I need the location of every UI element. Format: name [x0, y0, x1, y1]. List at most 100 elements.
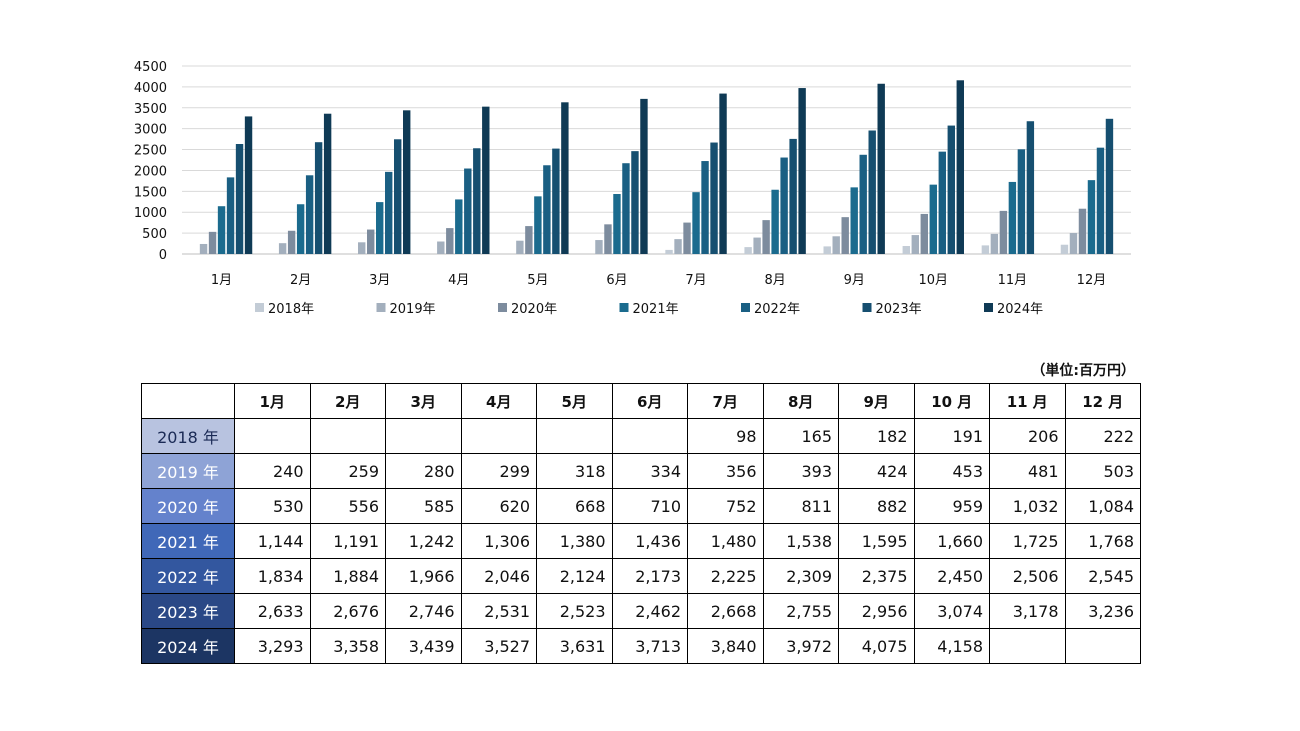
- y-tick-label: 0: [159, 248, 167, 263]
- table-cell: 2,755: [762, 593, 839, 629]
- bar: [929, 184, 937, 254]
- column-header: 7月: [687, 383, 764, 419]
- x-tick-label: 7月: [685, 273, 706, 288]
- table-cell: [309, 418, 386, 454]
- table-cell: 1,595: [838, 523, 915, 559]
- table-cell: 259: [309, 453, 386, 489]
- table-cell: [1064, 628, 1141, 664]
- table-cell: 2,309: [762, 558, 839, 594]
- table-cell: 2,173: [611, 558, 688, 594]
- bar: [956, 80, 964, 255]
- table-cell: 2,375: [838, 558, 915, 594]
- legend-label: 2020年: [511, 302, 557, 317]
- table-cell: 1,436: [611, 523, 688, 559]
- y-tick-label: 2000: [134, 164, 167, 179]
- table-cell: 4,075: [838, 628, 915, 664]
- table-cell: 3,074: [913, 593, 990, 629]
- row-header: 2022 年: [141, 558, 235, 594]
- bar: [552, 148, 560, 254]
- bar: [1087, 180, 1096, 254]
- bar: [323, 113, 332, 254]
- bar: [367, 229, 375, 254]
- table-cell: 1,084: [1064, 488, 1141, 524]
- table-cell: 959: [913, 488, 990, 524]
- bar: [789, 138, 797, 254]
- column-header: 2月: [309, 383, 386, 419]
- legend-swatch: [862, 303, 872, 312]
- table-cell: 3,236: [1064, 593, 1141, 629]
- x-tick-label: 2月: [290, 273, 311, 288]
- bar: [296, 204, 305, 254]
- table-cell: 3,439: [385, 628, 462, 664]
- legend-label: 2022年: [754, 302, 800, 317]
- bar: [446, 228, 454, 254]
- table-cell: 1,768: [1064, 523, 1141, 559]
- bar: [613, 194, 621, 254]
- table-cell: 1,660: [913, 523, 990, 559]
- row-header: 2021 年: [141, 523, 235, 559]
- table-cell: 424: [838, 453, 915, 489]
- table-cell: 393: [762, 453, 839, 489]
- bar: [938, 151, 946, 254]
- bar: [604, 224, 612, 254]
- y-tick-label: 4000: [134, 81, 167, 96]
- table-cell: 334: [611, 453, 688, 489]
- y-axis-ticks: 0 500 1000 1500 2000 2500 3000 3500 4000 4500: [134, 60, 167, 263]
- table-cell: 165: [762, 418, 839, 454]
- y-tick-label: 4500: [134, 60, 167, 75]
- table-cell: 2,956: [838, 593, 915, 629]
- table-cell: [385, 418, 462, 454]
- legend-label: 2019年: [390, 302, 436, 317]
- table-cell: 3,358: [309, 628, 386, 664]
- bar: [701, 161, 709, 254]
- table-cell: 481: [989, 453, 1066, 489]
- table-cell: 752: [687, 488, 764, 524]
- column-header: 12 月: [1064, 383, 1141, 419]
- column-header: 5月: [536, 383, 613, 419]
- row-header: 2023 年: [141, 593, 235, 629]
- y-tick-label: 1000: [134, 206, 167, 221]
- x-tick-label: 3月: [369, 273, 390, 288]
- table-cell: 668: [536, 488, 613, 524]
- bar: [947, 125, 955, 255]
- row-header: 2024 年: [141, 628, 235, 664]
- bar: [877, 83, 885, 254]
- bar: [199, 243, 208, 254]
- unit-label: （単位:百万円）: [1031, 363, 1135, 379]
- x-tick-label: 4月: [448, 273, 469, 288]
- column-header: 1月: [234, 383, 311, 419]
- table-cell: 299: [460, 453, 537, 489]
- bar: [595, 240, 603, 254]
- bar: [841, 217, 849, 254]
- table-cell: 811: [762, 488, 839, 524]
- table-cell: 356: [687, 453, 764, 489]
- table-cell: 3,840: [687, 628, 764, 664]
- table-row: 2021 年 1,144 1,191 1,242 1,306 1,380 1,436 1,48…: [141, 523, 1141, 559]
- bar: [226, 177, 235, 254]
- bar: [868, 130, 876, 254]
- table-cell: 2,545: [1064, 558, 1141, 594]
- chart-legend: 2018年 2019年 2020年 2021年 2022年 2023年 2024年: [255, 302, 1043, 317]
- y-tick-label: 3000: [134, 123, 167, 138]
- bar: [217, 206, 226, 254]
- bar: [1096, 147, 1105, 254]
- bar: [516, 240, 524, 254]
- bar: [719, 93, 727, 254]
- chart-bars: [199, 80, 1114, 255]
- column-header: 8月: [762, 383, 839, 419]
- x-tick-label: 5月: [527, 273, 548, 288]
- y-tick-label: 2500: [134, 144, 167, 159]
- table-cell: 620: [460, 488, 537, 524]
- bar: [859, 154, 867, 254]
- bar: [1060, 244, 1069, 254]
- bar: [464, 168, 472, 254]
- table-row: 2018 年 98 165 182 191 206 222: [141, 418, 1141, 454]
- table-cell: 3,527: [460, 628, 537, 664]
- table-cell: [460, 418, 537, 454]
- bar: [287, 230, 296, 254]
- x-tick-label: 9月: [844, 273, 865, 288]
- bar: [385, 171, 393, 254]
- table-header-row: 1月 2月 3月 4月 5月 6月 7月 8月 9月 10 月 11 月 12 月: [141, 383, 1141, 419]
- bar: [534, 196, 542, 254]
- x-tick-label: 12月: [1077, 273, 1107, 288]
